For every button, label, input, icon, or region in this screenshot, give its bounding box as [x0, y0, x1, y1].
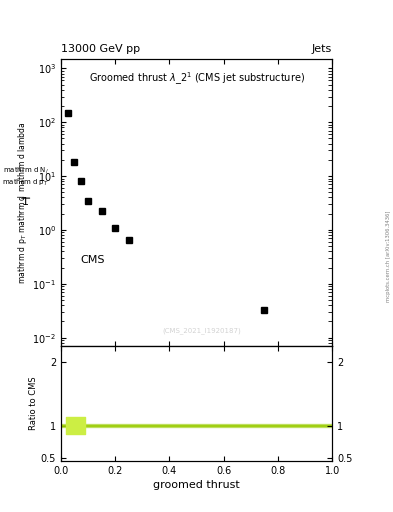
X-axis label: groomed thrust: groomed thrust — [153, 480, 240, 490]
Text: mathrm d N$_/$
mathrm d p$_T$: mathrm d N$_/$ mathrm d p$_T$ — [2, 165, 49, 188]
Text: 13000 GeV pp: 13000 GeV pp — [61, 44, 140, 54]
Text: 1: 1 — [22, 198, 29, 207]
Text: Jets: Jets — [312, 44, 332, 54]
Text: mcplots.cern.ch [arXiv:1306.3436]: mcplots.cern.ch [arXiv:1306.3436] — [386, 210, 391, 302]
Text: (CMS_2021_I1920187): (CMS_2021_I1920187) — [163, 328, 241, 334]
Y-axis label: Ratio to CMS: Ratio to CMS — [29, 376, 38, 430]
Text: Groomed thrust $\lambda\_2^1$ (CMS jet substructure): Groomed thrust $\lambda\_2^1$ (CMS jet s… — [88, 70, 305, 87]
Y-axis label: mathrm d$^2$N

mathrm d p$_T$ mathrm d$\,$ mathrm d lambda: mathrm d$^2$N mathrm d p$_T$ mathrm d$\,… — [0, 121, 29, 284]
Text: CMS: CMS — [80, 255, 105, 265]
